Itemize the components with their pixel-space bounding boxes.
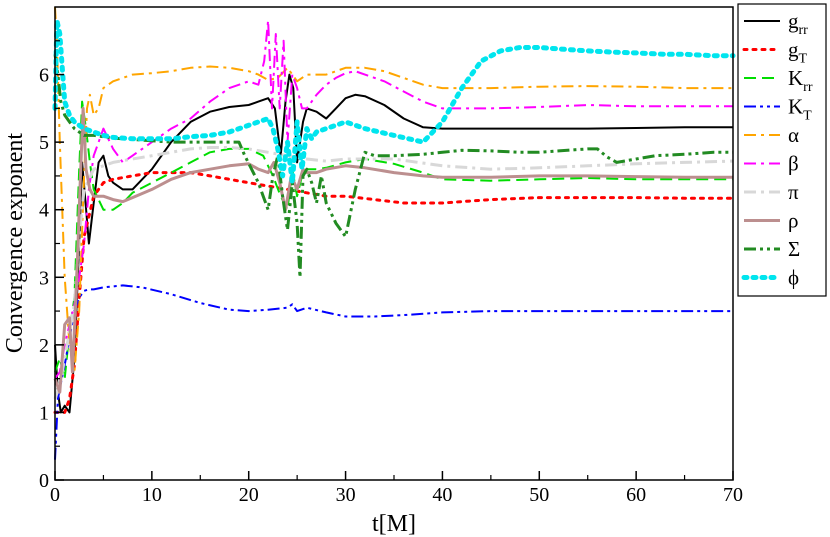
legend-label-rho: ρ bbox=[788, 209, 798, 233]
series-layer bbox=[52, 6, 736, 460]
legend-label-alpha: α bbox=[788, 123, 799, 147]
legend-label-k-t: KT bbox=[788, 95, 812, 124]
legend-label-g-rr: grr bbox=[788, 9, 808, 38]
y-tick-label: 5 bbox=[39, 132, 49, 154]
series-line-beta bbox=[54, 19, 733, 380]
legend-label-sigma: Σ bbox=[788, 237, 800, 261]
y-tick-label: 1 bbox=[39, 402, 49, 424]
x-tick-label: 30 bbox=[336, 484, 356, 506]
y-tick-label: 3 bbox=[39, 267, 49, 289]
legend-label-phi: ϕ bbox=[788, 266, 799, 290]
x-tick-label: 70 bbox=[723, 484, 743, 506]
legend-label-pi: π bbox=[788, 180, 799, 204]
x-tick-label: 40 bbox=[432, 484, 452, 506]
series-line-rho bbox=[53, 106, 733, 394]
y-tick-label: 2 bbox=[39, 335, 49, 357]
legend-frame bbox=[737, 3, 827, 297]
series-line-g-rr bbox=[54, 73, 733, 414]
series-line-phi bbox=[52, 18, 736, 186]
y-tick-label: 0 bbox=[39, 470, 49, 492]
y-axis-label: Convergence exponent bbox=[2, 133, 28, 353]
legend-label-beta: β bbox=[788, 152, 799, 176]
x-tick-label: 10 bbox=[142, 484, 162, 506]
series-line-alpha bbox=[54, 6, 733, 373]
x-tick-label: 0 bbox=[50, 484, 60, 506]
x-tick-label: 60 bbox=[626, 484, 646, 506]
x-axis-label: t[M] bbox=[372, 511, 416, 537]
legend-label-g-t: gT bbox=[788, 38, 808, 67]
x-tick-label: 20 bbox=[239, 484, 259, 506]
y-tick-label: 4 bbox=[39, 200, 49, 222]
legend-label-k-rr: Krr bbox=[788, 66, 813, 95]
y-tick-label: 6 bbox=[39, 65, 49, 87]
x-tick-label: 50 bbox=[529, 484, 549, 506]
ticks-layer: 0 10 20 30 40 50 60 70 0 1 2 3 4 5 6 bbox=[39, 40, 743, 506]
